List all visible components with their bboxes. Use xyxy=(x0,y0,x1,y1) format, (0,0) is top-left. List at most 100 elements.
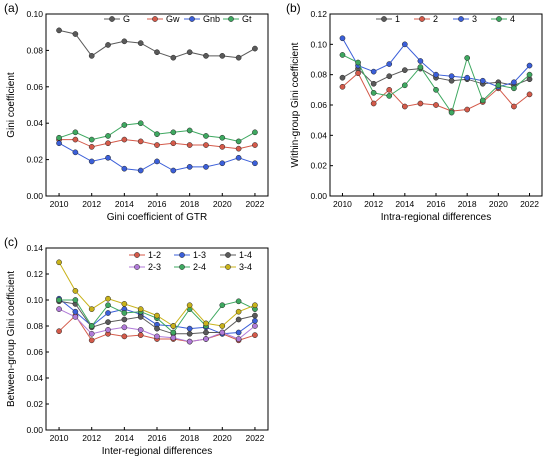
data-point xyxy=(72,129,79,136)
data-point xyxy=(464,55,471,61)
legend-label: Gnb xyxy=(203,14,220,24)
y-tick-label: 0.12 xyxy=(26,269,43,279)
legend-swatch-marker xyxy=(225,264,231,270)
legend-item: 2-4 xyxy=(174,262,206,272)
data-point xyxy=(417,64,424,70)
data-point xyxy=(235,308,242,315)
legend-item: 3 xyxy=(453,14,477,24)
data-point xyxy=(56,140,62,147)
data-point xyxy=(511,85,517,92)
legend-label: 3-4 xyxy=(239,262,252,272)
data-point xyxy=(219,329,226,336)
data-point xyxy=(105,42,111,48)
data-point xyxy=(370,100,377,107)
legend-label: 2-3 xyxy=(148,262,161,272)
y-tick-label: 0.00 xyxy=(26,191,43,201)
legend-item: 2-3 xyxy=(129,262,161,272)
series-Gt xyxy=(56,120,258,145)
data-point xyxy=(252,332,258,338)
data-point xyxy=(170,329,177,336)
data-point xyxy=(401,67,408,73)
x-tick-label: 2016 xyxy=(148,199,167,209)
data-point xyxy=(526,62,533,69)
legend-swatch-marker xyxy=(152,16,158,22)
data-point xyxy=(170,323,177,329)
legend-item: Gnb xyxy=(184,14,220,24)
y-tick-label: 0.10 xyxy=(310,39,327,49)
x-axis-title: Gini coefficient of GTR xyxy=(107,212,207,223)
legend-label: 1-4 xyxy=(239,250,252,260)
data-point xyxy=(464,74,471,81)
x-tick-label: 2018 xyxy=(458,199,477,209)
data-point xyxy=(72,149,79,156)
data-point xyxy=(219,134,226,141)
data-point xyxy=(56,259,62,266)
data-point xyxy=(219,323,226,329)
data-point xyxy=(105,327,111,333)
data-point xyxy=(252,317,258,324)
y-tick-label: 0.02 xyxy=(310,161,327,171)
data-point xyxy=(235,145,242,152)
data-point xyxy=(88,158,95,165)
data-point xyxy=(526,71,533,78)
data-point xyxy=(72,297,79,303)
data-point xyxy=(121,324,128,331)
x-tick-label: 2022 xyxy=(520,199,539,209)
data-point xyxy=(235,138,242,145)
data-point xyxy=(72,308,79,315)
legend-swatch-marker xyxy=(179,264,185,270)
y-axis-title: Within-group Gini coefficient xyxy=(290,42,301,167)
data-point xyxy=(186,142,193,148)
y-tick-label: 0.08 xyxy=(26,45,43,55)
x-tick-label: 2010 xyxy=(50,199,69,209)
x-tick-label: 2012 xyxy=(82,199,101,209)
data-point xyxy=(219,302,226,309)
data-point xyxy=(511,103,517,110)
data-point xyxy=(88,323,95,329)
legend-label: 1-2 xyxy=(148,250,161,260)
data-point xyxy=(355,59,361,66)
y-tick-label: 0.08 xyxy=(310,70,327,80)
legend-swatch-marker xyxy=(419,16,425,22)
data-point xyxy=(88,330,95,337)
data-point xyxy=(526,91,533,98)
data-point xyxy=(433,102,439,108)
legend-label: 1-3 xyxy=(193,250,206,260)
series-4 xyxy=(339,52,533,116)
y-tick-label: 0.06 xyxy=(26,82,43,92)
series-G xyxy=(56,27,258,61)
legend-label: 1 xyxy=(395,14,400,24)
chart-panel-2: (b) 0.00 0.02 0.04 0.06 0.08 0.10 0.12 2010 2012 2… xyxy=(286,1,543,223)
data-point xyxy=(235,329,242,336)
data-point xyxy=(170,140,177,147)
data-point xyxy=(235,54,242,61)
legend-item: 4 xyxy=(491,14,515,24)
y-tick-label: 0.08 xyxy=(26,321,43,331)
legend: G Gw Gnb Gt xyxy=(104,14,252,24)
data-point xyxy=(137,138,144,145)
y-axis-title: Gini coefficient xyxy=(6,72,17,138)
data-point xyxy=(203,336,209,342)
data-point xyxy=(170,54,177,61)
data-point xyxy=(386,86,393,93)
data-point xyxy=(121,310,128,316)
data-point xyxy=(433,71,439,78)
data-point xyxy=(203,53,209,59)
data-point xyxy=(105,295,111,302)
y-tick-label: 0.02 xyxy=(26,155,43,165)
data-point xyxy=(186,325,193,332)
series-Gw xyxy=(56,136,258,152)
data-point xyxy=(479,77,486,84)
data-point xyxy=(511,79,517,86)
data-point xyxy=(386,73,393,80)
legend-swatch-marker xyxy=(189,16,195,22)
data-point xyxy=(105,133,111,139)
data-point xyxy=(137,306,144,312)
data-point xyxy=(137,332,144,338)
data-point xyxy=(219,160,226,167)
legend-item: 1-2 xyxy=(129,250,161,260)
data-point xyxy=(339,52,346,58)
data-point xyxy=(339,83,346,90)
data-point xyxy=(370,90,377,96)
